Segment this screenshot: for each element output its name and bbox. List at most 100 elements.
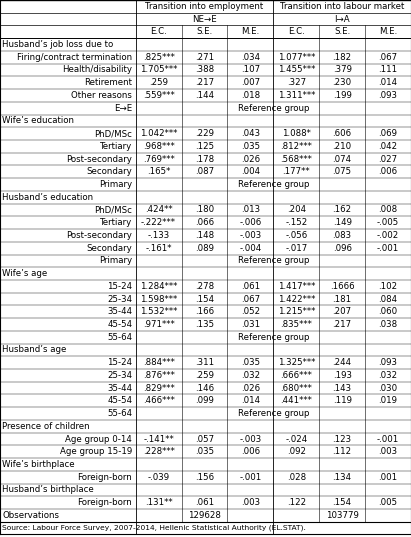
Text: .018: .018 — [241, 91, 260, 100]
Text: 15-24: 15-24 — [107, 358, 132, 367]
Text: .087: .087 — [195, 168, 214, 176]
Text: 25-34: 25-34 — [107, 371, 132, 380]
Text: .008: .008 — [379, 206, 397, 214]
Text: .013: .013 — [241, 206, 260, 214]
Text: Age group 0-14: Age group 0-14 — [65, 434, 132, 444]
Text: .441***: .441*** — [280, 396, 312, 405]
Text: .006: .006 — [379, 168, 397, 176]
Text: 1.042***: 1.042*** — [140, 129, 177, 138]
Text: Tertiary: Tertiary — [100, 218, 132, 227]
Text: Secondary: Secondary — [87, 244, 132, 252]
Text: .149: .149 — [332, 218, 352, 227]
Text: .835***: .835*** — [280, 320, 312, 329]
Text: 45-54: 45-54 — [107, 320, 132, 329]
Text: M.E.: M.E. — [379, 27, 397, 37]
Text: M.E.: M.E. — [241, 27, 259, 37]
Text: -.002: -.002 — [377, 231, 399, 240]
Text: Reference group: Reference group — [238, 333, 309, 342]
Text: Reference group: Reference group — [238, 104, 309, 113]
Text: -.001: -.001 — [239, 473, 261, 482]
Text: .971***: .971*** — [143, 320, 174, 329]
Text: 103779: 103779 — [326, 511, 358, 520]
Text: .125: .125 — [195, 142, 214, 151]
Text: .099: .099 — [195, 396, 214, 405]
Text: 1.284***: 1.284*** — [140, 282, 177, 291]
Text: Husband’s birthplace: Husband’s birthplace — [2, 485, 94, 495]
Text: Observations: Observations — [2, 511, 59, 520]
Text: .035: .035 — [241, 358, 260, 367]
Text: .162: .162 — [332, 206, 352, 214]
Text: E→E: E→E — [114, 104, 132, 113]
Text: 1.455***: 1.455*** — [277, 66, 315, 75]
Text: 55-64: 55-64 — [107, 333, 132, 342]
Text: I→A: I→A — [334, 14, 350, 24]
Text: .143: .143 — [332, 383, 352, 393]
Text: -.006: -.006 — [239, 218, 261, 227]
Text: .217: .217 — [195, 78, 214, 87]
Text: Husband’s education: Husband’s education — [2, 193, 93, 202]
Text: -.003: -.003 — [239, 434, 261, 444]
Text: .014: .014 — [241, 396, 260, 405]
Text: S.E.: S.E. — [334, 27, 350, 37]
Text: .075: .075 — [332, 168, 352, 176]
Text: .217: .217 — [332, 320, 352, 329]
Text: .278: .278 — [195, 282, 214, 291]
Text: .829***: .829*** — [143, 383, 174, 393]
Text: .027: .027 — [379, 155, 397, 164]
Text: .327: .327 — [287, 78, 306, 87]
Text: Other reasons: Other reasons — [72, 91, 132, 100]
Text: Reference group: Reference group — [238, 180, 309, 189]
Text: .769***: .769*** — [143, 155, 174, 164]
Text: .207: .207 — [332, 307, 352, 316]
Text: .606: .606 — [332, 129, 352, 138]
Text: .228***: .228*** — [143, 447, 175, 456]
Text: .165*: .165* — [147, 168, 170, 176]
Text: .032: .032 — [241, 371, 260, 380]
Text: .311: .311 — [195, 358, 214, 367]
Text: Firing/contract termination: Firing/contract termination — [17, 53, 132, 62]
Text: .259: .259 — [149, 78, 168, 87]
Text: .968***: .968*** — [143, 142, 174, 151]
Text: .181: .181 — [332, 294, 352, 303]
Text: E.C.: E.C. — [288, 27, 305, 37]
Text: .038: .038 — [379, 320, 397, 329]
Text: .1666: .1666 — [330, 282, 354, 291]
Text: Post-secondary: Post-secondary — [67, 155, 132, 164]
Text: .031: .031 — [241, 320, 260, 329]
Text: -.141**: -.141** — [143, 434, 174, 444]
Text: .107: .107 — [241, 66, 260, 75]
Text: .178: .178 — [195, 155, 214, 164]
Text: .014: .014 — [379, 78, 397, 87]
Text: 1.088*: 1.088* — [282, 129, 311, 138]
Text: PhD/MSc: PhD/MSc — [95, 206, 132, 214]
Text: Secondary: Secondary — [87, 168, 132, 176]
Text: .568***: .568*** — [280, 155, 312, 164]
Text: Primary: Primary — [99, 256, 132, 265]
Text: .019: .019 — [379, 396, 397, 405]
Text: .182: .182 — [332, 53, 352, 62]
Text: .052: .052 — [241, 307, 260, 316]
Text: .144: .144 — [195, 91, 214, 100]
Text: -.003: -.003 — [239, 231, 261, 240]
Text: .006: .006 — [241, 447, 260, 456]
Text: 1.311***: 1.311*** — [277, 91, 315, 100]
Text: 1.598***: 1.598*** — [140, 294, 177, 303]
Text: .111: .111 — [379, 66, 397, 75]
Text: .812***: .812*** — [280, 142, 312, 151]
Text: .259: .259 — [195, 371, 214, 380]
Text: -.039: -.039 — [148, 473, 170, 482]
Text: .028: .028 — [287, 473, 306, 482]
Text: .123: .123 — [332, 434, 352, 444]
Text: Tertiary: Tertiary — [100, 142, 132, 151]
Text: -.004: -.004 — [239, 244, 261, 252]
Text: .042: .042 — [379, 142, 397, 151]
Text: .271: .271 — [195, 53, 214, 62]
Text: .122: .122 — [287, 498, 306, 507]
Text: -.222***: -.222*** — [141, 218, 176, 227]
Text: -.133: -.133 — [148, 231, 170, 240]
Text: 25-34: 25-34 — [107, 294, 132, 303]
Text: -.056: -.056 — [285, 231, 307, 240]
Text: .032: .032 — [379, 371, 397, 380]
Text: -.005: -.005 — [377, 218, 399, 227]
Text: .061: .061 — [195, 498, 214, 507]
